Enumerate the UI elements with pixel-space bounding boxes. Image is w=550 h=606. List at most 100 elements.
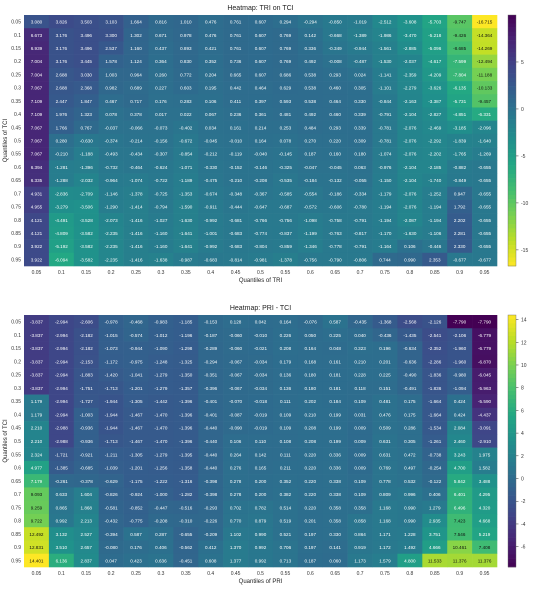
colorbar-segment	[508, 382, 516, 387]
cell-value-label: 0.919	[354, 545, 366, 550]
cell-value-label: -1.199	[304, 231, 317, 236]
heatmap-cell	[372, 67, 398, 82]
y-tick-label: 0.45	[11, 125, 21, 131]
cell-value-label: 1.582	[479, 466, 491, 471]
heatmap-cell	[148, 252, 174, 267]
cell-value-label: -1.288	[55, 178, 68, 183]
x-tick-label: 0.1	[58, 571, 65, 577]
heatmap-cell	[73, 186, 99, 201]
cell-value-label: 9.722	[31, 519, 43, 524]
heatmap-cell	[472, 421, 498, 435]
heatmap-cell	[98, 394, 124, 409]
heatmap-cell	[272, 54, 299, 69]
heatmap-cell	[447, 540, 473, 555]
heatmap-cell	[48, 67, 75, 82]
cell-value-label: -2.235	[105, 257, 118, 262]
cell-value-label: 0.220	[305, 452, 317, 457]
cell-value-label: 2.837	[80, 558, 92, 563]
cell-value-label: 2.688	[56, 72, 68, 77]
heatmap-cell	[198, 160, 224, 174]
heatmap-cell	[173, 147, 199, 161]
cell-value-label: 0.260	[155, 72, 167, 77]
cell-value-label: -1.194	[378, 218, 391, 223]
heatmap-cell	[397, 213, 423, 227]
cell-value-label: -0.367	[254, 191, 267, 196]
cell-value-label: -1.470	[154, 426, 167, 431]
cell-value-label: 1.323	[80, 112, 92, 117]
heatmap-cell	[447, 133, 473, 148]
cell-value-label: -0.964	[105, 178, 118, 183]
cell-value-label: 2.213	[80, 519, 92, 524]
heatmap-cell	[372, 447, 398, 462]
heatmap-cell	[223, 513, 249, 528]
cell-value-label: -2.359	[403, 72, 416, 77]
heatmap-cell	[272, 434, 299, 448]
heatmap-cell	[347, 147, 373, 161]
cell-value-label: -1.590	[179, 205, 192, 210]
x-tick-label: 0.9	[456, 571, 463, 577]
colorbar-tick-label: 0	[521, 107, 524, 113]
cell-value-label: -12.494	[477, 59, 493, 64]
cell-value-label: 0.406	[429, 492, 441, 497]
cell-value-label: -0.186	[329, 191, 342, 196]
heatmap-cell	[123, 147, 149, 161]
heatmap-cell	[397, 15, 423, 29]
heatmap-cell	[272, 474, 299, 488]
cell-value-label: 0.706	[280, 545, 292, 550]
heatmap-cell	[248, 81, 274, 95]
heatmap-cell	[322, 540, 348, 555]
heatmap-cell	[223, 328, 249, 342]
cell-value-label: 0.352	[205, 59, 217, 64]
heatmap-cell	[148, 381, 174, 395]
cell-value-label: -0.981	[254, 257, 267, 262]
heatmap-cell	[397, 434, 423, 448]
heatmap-cell	[322, 394, 348, 409]
cell-value-label: 1.102	[230, 532, 242, 537]
heatmap-cell	[248, 368, 274, 382]
heatmap-cell	[322, 434, 348, 448]
heatmap-cell	[98, 553, 124, 568]
x-tick-label: 0.7	[357, 571, 364, 577]
heatmap-cell	[397, 147, 423, 161]
cell-value-label: 0.770	[230, 519, 242, 524]
cell-value-label: -2.988	[55, 426, 68, 431]
chart2-y-axis-label: Quantiles of TCI	[3, 419, 9, 463]
cell-value-label: 3.503	[80, 20, 92, 25]
cell-value-label: 0.293	[329, 72, 341, 77]
cell-value-label: -1.664	[428, 412, 441, 417]
heatmap-cell	[148, 474, 174, 488]
cell-value-label: -2.073	[105, 218, 118, 223]
heatmap-cell	[198, 513, 224, 528]
heatmap-cell	[98, 341, 124, 356]
cell-value-label: -0.647	[254, 205, 267, 210]
cell-value-label: 0.809	[379, 492, 391, 497]
cell-value-label: -1.530	[378, 59, 391, 64]
colorbar-segment	[508, 215, 516, 221]
cell-value-label: -1.346	[304, 244, 317, 249]
heatmap-cell	[173, 354, 199, 369]
heatmap-tri-on-tci: Heatmap: TRI on TCI 3.080 3.826 3.503 3.103 1…	[0, 0, 550, 300]
heatmap-cell	[372, 239, 398, 254]
heatmap-cell	[347, 500, 373, 515]
cell-value-label: -0.045	[329, 165, 342, 170]
cell-value-label: -0.210	[55, 152, 68, 157]
cell-value-label: -5.218	[428, 33, 441, 38]
cell-value-label: -4.851	[453, 112, 466, 117]
heatmap-cell	[447, 447, 473, 462]
heatmap-cell	[447, 160, 473, 174]
colorbar-tick-label: -2	[521, 499, 526, 505]
heatmap-cell	[297, 54, 324, 69]
colorbar-segment	[508, 348, 516, 354]
heatmap-cell	[472, 173, 498, 188]
cell-value-label: -1.727	[80, 399, 93, 404]
cell-value-label: -0.655	[478, 205, 491, 210]
colorbar-segment	[508, 365, 516, 370]
cell-value-label: 0.532	[404, 479, 416, 484]
heatmap-cell	[198, 341, 224, 356]
heatmap-cell	[297, 67, 324, 82]
colorbar-segment	[508, 77, 516, 83]
cell-value-label: 0.204	[205, 72, 217, 77]
heatmap-cell	[472, 500, 498, 515]
heatmap-cell	[322, 213, 348, 227]
heatmap-cell	[322, 381, 348, 395]
